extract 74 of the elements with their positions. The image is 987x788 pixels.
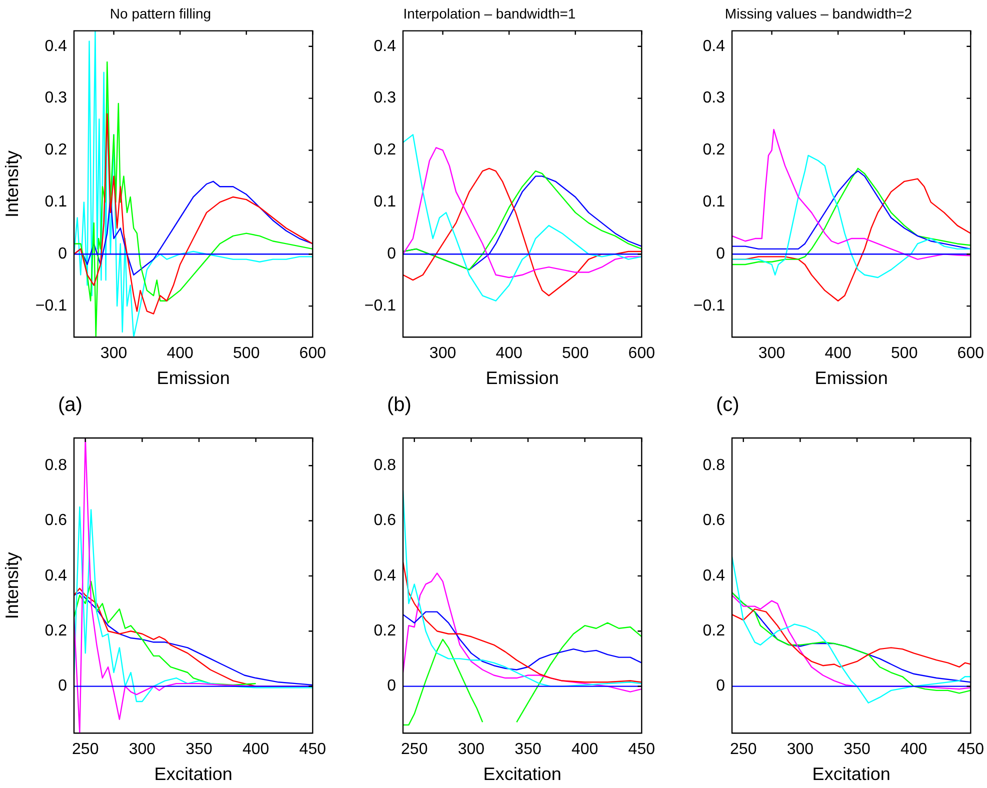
x-tick-label: 450 — [957, 741, 984, 758]
x-tick-label: 600 — [957, 345, 984, 362]
x-tick-label: 350 — [186, 741, 212, 758]
x-tick-label: 300 — [429, 345, 456, 362]
y-tick-label: 0 — [716, 246, 726, 263]
y-tick-label: 0.4 — [702, 38, 726, 55]
x-tick-label: 600 — [299, 345, 326, 362]
x-tick-label: 250 — [401, 741, 428, 758]
text: (c) — [716, 394, 740, 417]
y-tick-label: 0.2 — [702, 142, 726, 159]
y-tick-label: 0.6 — [702, 512, 726, 530]
y-tick-label: 0.8 — [44, 456, 68, 474]
x-tick-label: 300 — [758, 345, 786, 362]
y-axis-title: Intensity — [2, 150, 22, 218]
x-tick-label: 400 — [824, 345, 852, 362]
y-tick-label: 0.4 — [702, 567, 726, 584]
x-tick-label: 500 — [233, 345, 260, 362]
x-tick-label: 400 — [496, 345, 523, 362]
y-tick-label: 0.2 — [374, 142, 396, 159]
y-tick-label: 0 — [58, 246, 68, 263]
x-axis-title: Excitation — [154, 764, 232, 784]
y-tick-label: 0.8 — [374, 456, 396, 474]
x-tick-label: 350 — [844, 741, 870, 758]
y-tick-label: 0.3 — [44, 90, 68, 107]
y-tick-label: 0.2 — [374, 622, 396, 640]
y-tick-label: −0.1 — [35, 297, 68, 314]
y-tick-label: 0 — [716, 678, 726, 695]
x-tick-label: 500 — [562, 345, 589, 362]
y-tick-label: 0 — [58, 678, 68, 695]
x-tick-label: 500 — [891, 345, 918, 362]
x-tick-label: 400 — [571, 741, 598, 758]
x-axis-title: Emission — [156, 368, 230, 388]
text: (b) — [387, 394, 412, 417]
y-tick-label: −0.1 — [364, 297, 396, 314]
y-tick-label: 0.6 — [44, 512, 68, 530]
x-tick-label: 450 — [299, 741, 326, 758]
x-tick-label: 300 — [458, 741, 485, 758]
x-tick-label: 450 — [628, 741, 656, 758]
y-tick-label: −0.1 — [693, 297, 726, 314]
x-tick-label: 350 — [514, 741, 542, 758]
y-tick-label: 0.1 — [374, 194, 396, 211]
x-tick-label: 400 — [242, 741, 270, 758]
y-tick-label: 0.3 — [374, 90, 396, 107]
y-tick-label: 0.6 — [374, 512, 396, 530]
x-axis-title: Emission — [814, 368, 888, 388]
text: (a) — [58, 394, 82, 417]
y-tick-label: 0.4 — [374, 567, 396, 584]
x-tick-label: 250 — [730, 741, 757, 758]
x-tick-label: 400 — [900, 741, 928, 758]
x-tick-label: 300 — [128, 741, 156, 758]
chart-title: Interpolation – bandwidth=1 — [403, 5, 576, 22]
x-axis-title: Emission — [486, 368, 559, 388]
y-tick-label: 0.8 — [702, 456, 726, 474]
y-tick-label: 0.2 — [702, 622, 726, 640]
x-axis-title: Excitation — [483, 764, 562, 784]
x-tick-label: 300 — [786, 741, 814, 758]
y-tick-label: 0.1 — [44, 194, 68, 211]
x-tick-label: 250 — [72, 741, 99, 758]
y-tick-label: 0 — [387, 678, 396, 695]
x-tick-label: 300 — [100, 345, 128, 362]
y-tick-label: 0.2 — [44, 622, 68, 640]
y-tick-label: 0.2 — [44, 142, 68, 159]
y-tick-label: 0.4 — [44, 567, 68, 584]
chart-title: No pattern filling — [110, 5, 212, 22]
x-tick-label: 400 — [166, 345, 194, 362]
y-tick-label: 0.3 — [702, 90, 726, 107]
chart-title: Missing values – bandwidth=2 — [724, 5, 912, 22]
y-tick-label: 0.4 — [374, 38, 396, 55]
y-axis-title: Intensity — [2, 552, 22, 620]
y-tick-label: 0.4 — [44, 38, 68, 55]
x-tick-label: 600 — [628, 345, 656, 362]
y-tick-label: 0.1 — [702, 194, 726, 211]
x-axis-title: Excitation — [812, 764, 890, 784]
y-tick-label: 0 — [387, 246, 396, 263]
